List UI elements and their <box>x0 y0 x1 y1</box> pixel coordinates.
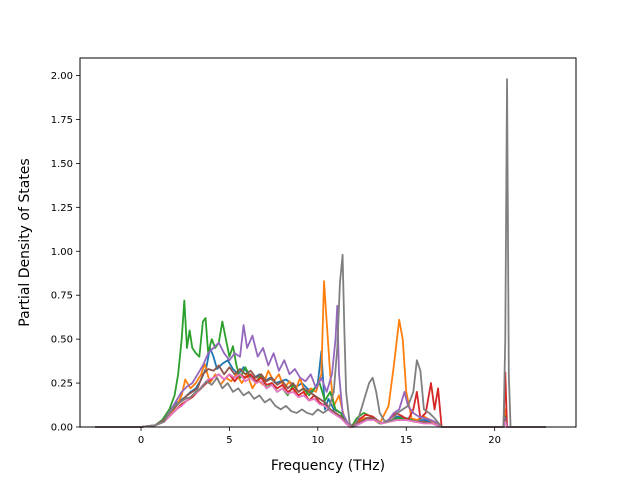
y-axis-label: Partial Density of States <box>17 158 33 326</box>
series-layer <box>95 78 546 428</box>
y-tick-label: 0.25 <box>51 379 73 390</box>
y-tick-label: 1.75 <box>51 115 73 126</box>
x-tick-label: 20 <box>488 435 501 446</box>
x-tick-label: 0 <box>138 435 144 446</box>
x-tick-label: 10 <box>311 435 324 446</box>
plot-frame <box>79 57 577 428</box>
y-tick-label: 2.00 <box>51 71 73 82</box>
x-axis-label: Frequency (THz) <box>271 458 385 474</box>
y-tick-label: 0.00 <box>51 423 73 434</box>
y-axis: 0.00 0.25 0.50 0.75 1.00 1.25 1.50 1.75 2.00 <box>51 71 80 434</box>
y-tick-label: 1.25 <box>51 203 73 214</box>
y-tick-label: 1.00 <box>51 247 73 258</box>
y-tick-label: 0.50 <box>51 335 73 346</box>
series-line-7 <box>95 373 546 428</box>
y-tick-label: 0.75 <box>51 291 73 302</box>
y-tick-label: 1.50 <box>51 159 73 170</box>
x-axis: 0 5 10 15 20 <box>138 427 501 446</box>
series-line-8 <box>95 78 546 428</box>
x-tick-label: 5 <box>226 435 232 446</box>
x-tick-label: 15 <box>400 435 413 446</box>
